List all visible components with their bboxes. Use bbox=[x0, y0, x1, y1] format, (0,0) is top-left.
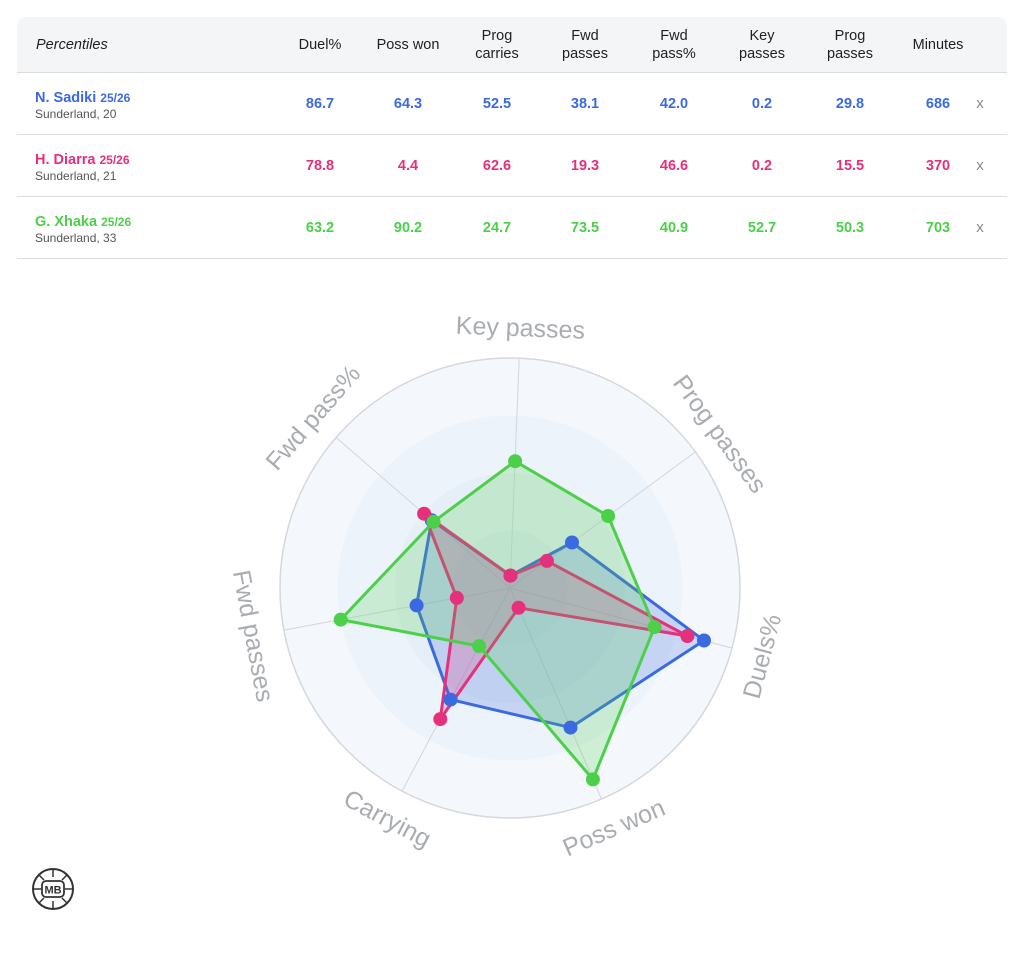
value-key-passes: 0.2 bbox=[751, 157, 773, 174]
percentiles-table: Percentiles Duel% Poss won Prog carries Fwd p… bbox=[17, 17, 1007, 259]
column-header-line: Fwd bbox=[571, 27, 599, 44]
data-point bbox=[433, 712, 448, 727]
value-prog-passes: 15.5 bbox=[835, 157, 865, 174]
column-header-prog-passes[interactable]: Prog passes bbox=[805, 17, 895, 72]
remove-player-button[interactable]: x bbox=[976, 219, 984, 236]
column-header-line: passes bbox=[562, 45, 608, 62]
column-header-key-passes[interactable]: Key passes bbox=[717, 17, 807, 72]
radar-spoke bbox=[509, 358, 520, 589]
value-fwd-pass-pct: 42.0 bbox=[659, 95, 689, 112]
value-key-passes: 0.2 bbox=[751, 95, 773, 112]
data-point bbox=[508, 454, 523, 469]
data-point bbox=[472, 639, 487, 654]
player-name[interactable]: H. Diarra 25/26 bbox=[35, 152, 130, 168]
value-poss-won: 4.4 bbox=[397, 157, 419, 174]
value-prog-carries: 52.5 bbox=[482, 95, 512, 112]
column-header-line: passes bbox=[739, 45, 785, 62]
player-name-text: G. Xhaka bbox=[35, 214, 98, 230]
remove-player-button[interactable]: x bbox=[976, 157, 984, 174]
player-season: 25/26 bbox=[99, 153, 130, 167]
value-duel: 63.2 bbox=[305, 219, 335, 236]
data-point bbox=[443, 692, 458, 707]
value-prog-carries: 24.7 bbox=[482, 219, 512, 236]
series-area bbox=[415, 518, 706, 730]
player-name[interactable]: N. Sadiki 25/26 bbox=[35, 90, 130, 106]
header-percentiles-label: Percentiles bbox=[36, 36, 108, 53]
value-prog-passes: 29.8 bbox=[835, 95, 865, 112]
player-season: 25/26 bbox=[100, 91, 131, 105]
value-duel: 78.8 bbox=[305, 157, 335, 174]
player-name-text: N. Sadiki bbox=[35, 90, 97, 106]
remove-player-button[interactable]: x bbox=[976, 95, 984, 112]
value-poss-won: 64.3 bbox=[393, 95, 423, 112]
player-team-age: Sunderland, 33 bbox=[35, 231, 117, 245]
column-header-poss-won[interactable]: Poss won bbox=[363, 17, 453, 72]
column-header-minutes[interactable]: Minutes bbox=[893, 17, 983, 72]
table-row: N. Sadiki 25/26 Sunderland, 20 86.7 64.3 52.… bbox=[17, 72, 1007, 135]
value-fwd-pass-pct: 46.6 bbox=[659, 157, 689, 174]
value-minutes: 686 bbox=[925, 95, 951, 112]
axis-label: Fwd passes bbox=[227, 568, 279, 704]
player-season: 25/26 bbox=[101, 215, 132, 229]
value-prog-passes: 50.3 bbox=[835, 219, 865, 236]
column-header-fwd-passes[interactable]: Fwd passes bbox=[540, 17, 630, 72]
column-header-line: Poss won bbox=[376, 36, 440, 53]
radar-spoke bbox=[401, 587, 511, 792]
value-key-passes: 52.7 bbox=[747, 219, 777, 236]
column-header-line: Fwd bbox=[660, 27, 688, 44]
data-point bbox=[565, 535, 579, 550]
column-header-line: pass% bbox=[652, 45, 696, 62]
radar-spoke bbox=[283, 587, 511, 631]
logo-text: MB bbox=[44, 885, 61, 897]
column-header-line: carries bbox=[475, 45, 519, 62]
column-header-line: Prog bbox=[834, 27, 866, 44]
data-point bbox=[563, 720, 578, 735]
value-fwd-pass-pct: 40.9 bbox=[659, 219, 689, 236]
data-point bbox=[417, 506, 432, 521]
table-row: H. Diarra 25/26 Sunderland, 21 78.8 4.4 62.6… bbox=[17, 135, 1007, 197]
table-row: G. Xhaka 25/26 Sunderland, 33 63.2 90.2 24.7… bbox=[17, 197, 1007, 259]
value-fwd-passes: 38.1 bbox=[570, 95, 600, 112]
radar-spoke bbox=[509, 587, 733, 649]
player-name[interactable]: G. Xhaka 25/26 bbox=[35, 214, 131, 230]
brand-logo: MB bbox=[30, 866, 76, 917]
column-header-line: Key bbox=[749, 27, 775, 44]
value-duel: 86.7 bbox=[305, 95, 335, 112]
column-header-line: Prog bbox=[481, 27, 513, 44]
data-point bbox=[409, 598, 424, 613]
data-point bbox=[601, 509, 616, 523]
data-point bbox=[680, 629, 695, 643]
data-point bbox=[697, 633, 711, 648]
column-header-line: Minutes bbox=[912, 36, 964, 53]
column-header-fwd-pass-pct[interactable]: Fwd pass% bbox=[629, 17, 719, 72]
value-poss-won: 90.2 bbox=[393, 219, 423, 236]
value-fwd-passes: 19.3 bbox=[570, 157, 600, 174]
column-header-prog-carries[interactable]: Prog carries bbox=[452, 17, 542, 72]
data-point bbox=[426, 514, 441, 529]
value-minutes: 703 bbox=[925, 219, 951, 236]
player-name-text: H. Diarra bbox=[35, 152, 96, 168]
column-header-line: Duel% bbox=[298, 36, 342, 53]
player-team-age: Sunderland, 21 bbox=[35, 169, 117, 183]
data-point bbox=[449, 590, 464, 605]
data-point bbox=[585, 772, 600, 787]
radar-chart: Key passes Prog passes Duels% Poss won Carry… bbox=[0, 300, 1024, 885]
axis-label: Key passes bbox=[455, 312, 585, 345]
data-point bbox=[511, 600, 526, 615]
data-point bbox=[503, 568, 518, 583]
value-prog-carries: 62.6 bbox=[482, 157, 512, 174]
axis-label: Duels% bbox=[738, 611, 787, 701]
data-point bbox=[647, 620, 662, 635]
value-fwd-passes: 73.5 bbox=[570, 219, 600, 236]
player-team-age: Sunderland, 20 bbox=[35, 107, 117, 121]
table-header: Percentiles Duel% Poss won Prog carries Fwd p… bbox=[17, 17, 1007, 72]
radar-spoke bbox=[509, 587, 602, 800]
data-point bbox=[539, 553, 554, 568]
data-point bbox=[333, 612, 348, 627]
column-header-duel[interactable]: Duel% bbox=[275, 17, 365, 72]
column-header-line: passes bbox=[827, 45, 873, 62]
value-minutes: 370 bbox=[925, 157, 951, 174]
